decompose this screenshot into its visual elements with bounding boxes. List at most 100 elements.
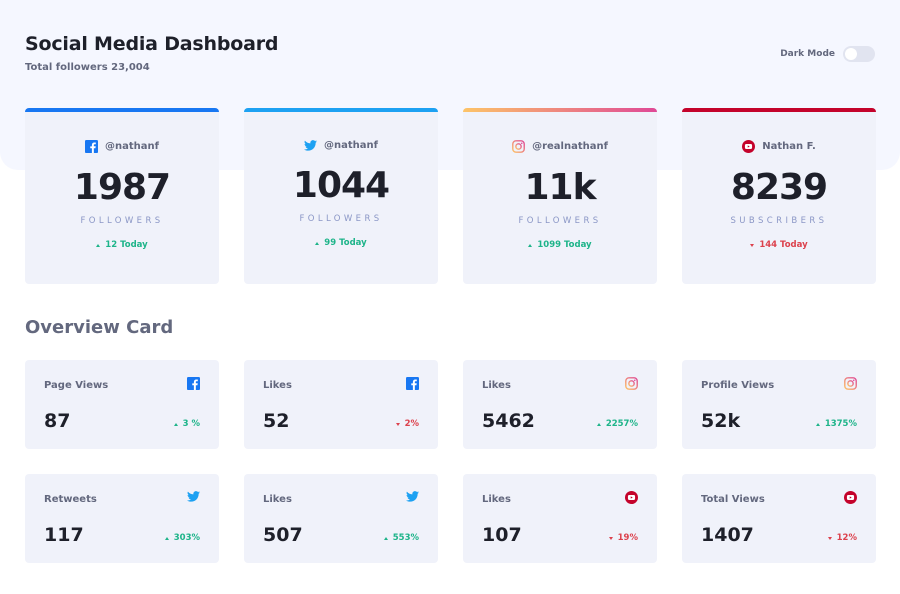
metric-label: Page Views bbox=[44, 380, 109, 391]
overview-card[interactable]: Likes 507 553% bbox=[244, 474, 438, 563]
daily-change: 1099 Today bbox=[463, 240, 657, 250]
card-accent-bar bbox=[25, 108, 219, 112]
arrow-down-icon bbox=[608, 536, 613, 540]
header: Social Media Dashboard Total followers 2… bbox=[25, 33, 875, 83]
arrow-up-icon bbox=[173, 422, 178, 426]
card-accent-bar bbox=[463, 108, 657, 112]
metric-value: 117 bbox=[44, 524, 84, 546]
metric-change-value: 12% bbox=[836, 533, 857, 543]
daily-change-value: 144 Today bbox=[759, 240, 808, 250]
twitter-icon bbox=[304, 140, 317, 151]
metric-label: Likes bbox=[263, 494, 292, 505]
daily-change-value: 12 Today bbox=[105, 240, 148, 250]
total-followers: Total followers 23,004 bbox=[25, 62, 150, 73]
metric-change: 3 % bbox=[173, 419, 200, 429]
arrow-down-icon bbox=[750, 243, 755, 247]
arrow-up-icon bbox=[596, 422, 601, 426]
metric-change: 553% bbox=[383, 533, 419, 543]
follower-count: 1987 bbox=[73, 167, 171, 208]
metric-value: 52 bbox=[263, 410, 290, 432]
twitter-icon bbox=[406, 491, 419, 502]
metric-value: 5462 bbox=[482, 410, 535, 432]
instagram-icon bbox=[512, 140, 525, 153]
metric-value: 507 bbox=[263, 524, 303, 546]
daily-change: 99 Today bbox=[244, 238, 438, 248]
daily-change-value: 1099 Today bbox=[537, 240, 592, 250]
metric-change-value: 1375% bbox=[824, 419, 857, 429]
daily-change-value: 99 Today bbox=[324, 238, 367, 248]
account-handle: @nathanf bbox=[324, 140, 378, 151]
account-handle: Nathan F. bbox=[762, 141, 816, 152]
card-accent-bar bbox=[682, 108, 876, 112]
metric-label: Likes bbox=[482, 380, 511, 391]
daily-change: 144 Today bbox=[682, 240, 876, 250]
follower-cards: @nathanf 1987 FOLLOWERS 12 Today @nathan… bbox=[25, 108, 876, 284]
overview-card[interactable]: Likes 107 19% bbox=[463, 474, 657, 563]
overview-card[interactable]: Page Views 87 3 % bbox=[25, 360, 219, 449]
instagram-icon bbox=[844, 377, 857, 390]
follower-card-twitter[interactable]: @nathanf 1044 FOLLOWERS 99 Today bbox=[244, 108, 438, 284]
account-handle: @nathanf bbox=[105, 141, 159, 152]
follower-label: FOLLOWERS bbox=[299, 214, 383, 224]
overview-title: Overview Card bbox=[25, 317, 174, 338]
page-title: Social Media Dashboard bbox=[25, 33, 279, 55]
metric-label: Likes bbox=[263, 380, 292, 391]
follower-label: FOLLOWERS bbox=[518, 216, 602, 226]
twitter-icon bbox=[187, 491, 200, 502]
overview-card[interactable]: Profile Views 52k 1375% bbox=[682, 360, 876, 449]
overview-card[interactable]: Likes 5462 2257% bbox=[463, 360, 657, 449]
metric-change-value: 303% bbox=[173, 533, 200, 543]
youtube-icon bbox=[625, 491, 638, 504]
metric-label: Retweets bbox=[44, 494, 97, 505]
overview-cards: Page Views 87 3 % Likes 52 2% Likes 5462… bbox=[25, 360, 876, 563]
follower-label: SUBSCRIBERS bbox=[730, 216, 828, 226]
metric-value: 107 bbox=[482, 524, 522, 546]
arrow-up-icon bbox=[315, 241, 320, 245]
metric-change: 303% bbox=[164, 533, 200, 543]
metric-change: 19% bbox=[608, 533, 638, 543]
follower-card-facebook[interactable]: @nathanf 1987 FOLLOWERS 12 Today bbox=[25, 108, 219, 284]
overview-card[interactable]: Retweets 117 303% bbox=[25, 474, 219, 563]
arrow-down-icon bbox=[827, 536, 832, 540]
arrow-up-icon bbox=[815, 422, 820, 426]
dark-mode-label: Dark Mode bbox=[780, 49, 835, 59]
metric-change: 12% bbox=[827, 533, 857, 543]
follower-count: 1044 bbox=[292, 165, 390, 206]
follower-label: FOLLOWERS bbox=[80, 216, 164, 226]
instagram-icon bbox=[625, 377, 638, 390]
arrow-up-icon bbox=[96, 243, 101, 247]
account-handle: @realnathanf bbox=[532, 141, 608, 152]
dark-mode-control: Dark Mode bbox=[780, 46, 875, 62]
metric-label: Likes bbox=[482, 494, 511, 505]
metric-label: Total Views bbox=[701, 494, 765, 505]
follower-count: 8239 bbox=[730, 167, 828, 208]
metric-change-value: 3 % bbox=[182, 419, 200, 429]
metric-change-value: 553% bbox=[392, 533, 419, 543]
dark-mode-toggle[interactable] bbox=[843, 46, 875, 62]
metric-change: 2257% bbox=[596, 419, 638, 429]
metric-change-value: 2% bbox=[404, 419, 419, 429]
metric-change-value: 2257% bbox=[605, 419, 638, 429]
metric-label: Profile Views bbox=[701, 380, 775, 391]
follower-card-youtube[interactable]: Nathan F. 8239 SUBSCRIBERS 144 Today bbox=[682, 108, 876, 284]
arrow-up-icon bbox=[164, 536, 169, 540]
arrow-down-icon bbox=[395, 422, 400, 426]
arrow-up-icon bbox=[383, 536, 388, 540]
overview-card[interactable]: Total Views 1407 12% bbox=[682, 474, 876, 563]
facebook-icon bbox=[406, 377, 419, 390]
metric-change: 2% bbox=[395, 419, 419, 429]
daily-change: 12 Today bbox=[25, 240, 219, 250]
follower-count: 11k bbox=[524, 167, 596, 208]
metric-change-value: 19% bbox=[617, 533, 638, 543]
metric-value: 87 bbox=[44, 410, 71, 432]
follower-card-instagram[interactable]: @realnathanf 11k FOLLOWERS 1099 Today bbox=[463, 108, 657, 284]
overview-card[interactable]: Likes 52 2% bbox=[244, 360, 438, 449]
facebook-icon bbox=[187, 377, 200, 390]
arrow-up-icon bbox=[528, 243, 533, 247]
metric-change: 1375% bbox=[815, 419, 857, 429]
metric-value: 1407 bbox=[701, 524, 754, 546]
youtube-icon bbox=[844, 491, 857, 504]
card-accent-bar bbox=[244, 108, 438, 112]
youtube-icon bbox=[742, 140, 756, 153]
metric-value: 52k bbox=[701, 410, 741, 432]
